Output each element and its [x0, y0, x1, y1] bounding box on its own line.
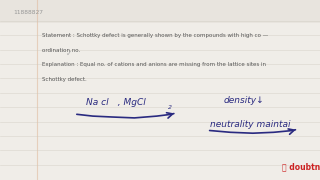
Text: Statement : Schottky defect is generally shown by the compounds with high co —: Statement : Schottky defect is generally… — [42, 33, 268, 39]
Text: Schottky defect.: Schottky defect. — [42, 77, 86, 82]
Text: 2: 2 — [168, 105, 172, 110]
Text: ordination no.: ordination no. — [42, 48, 80, 53]
Text: 11888827: 11888827 — [13, 10, 43, 15]
Text: ✓: ✓ — [66, 49, 72, 58]
Text: Na cl: Na cl — [86, 98, 109, 107]
Bar — [0, 0, 320, 23]
Text: , MgCl: , MgCl — [112, 98, 146, 107]
Text: Explanation : Equal no. of cations and anions are missing from the lattice sites: Explanation : Equal no. of cations and a… — [42, 62, 266, 67]
Text: ⓓ doubtnut: ⓓ doubtnut — [282, 162, 320, 171]
Text: density↓: density↓ — [224, 96, 265, 105]
Text: neutrality maintai: neutrality maintai — [210, 120, 290, 129]
